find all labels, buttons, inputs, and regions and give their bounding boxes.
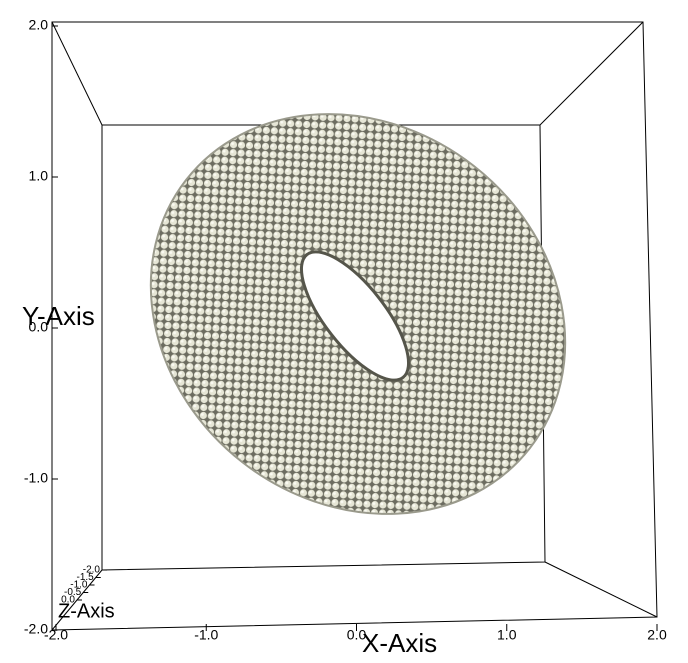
x-tick-label: 2.0: [647, 627, 667, 643]
y-tick-label: 1.0: [29, 168, 49, 184]
z-axis-title: Z-Axis: [58, 600, 115, 622]
z-tick-label: -1.0: [70, 580, 88, 591]
z-tick-label: 0.0: [61, 595, 75, 606]
x-axis-title: X-Axis: [362, 628, 437, 658]
y-tick-label: 2.0: [29, 17, 49, 33]
x-tick-label: 0.0: [347, 627, 367, 643]
z-tick-label: -0.5: [64, 587, 82, 598]
y-axis-title: Y-Axis: [22, 301, 95, 331]
torus-hole-edge: [299, 250, 411, 382]
z-tick-label: -2.0: [83, 565, 101, 576]
torus: [149, 113, 567, 515]
y-tick-label: -1.0: [24, 470, 48, 486]
y-tick-label: 0.0: [29, 319, 49, 335]
y-tick-label: -2.0: [24, 621, 48, 637]
x-tick-label: 1.0: [497, 627, 517, 643]
x-tick-label: -1.0: [194, 627, 218, 643]
x-tick-label: -2.0: [44, 627, 68, 643]
z-tick-label: -1.5: [77, 572, 95, 583]
